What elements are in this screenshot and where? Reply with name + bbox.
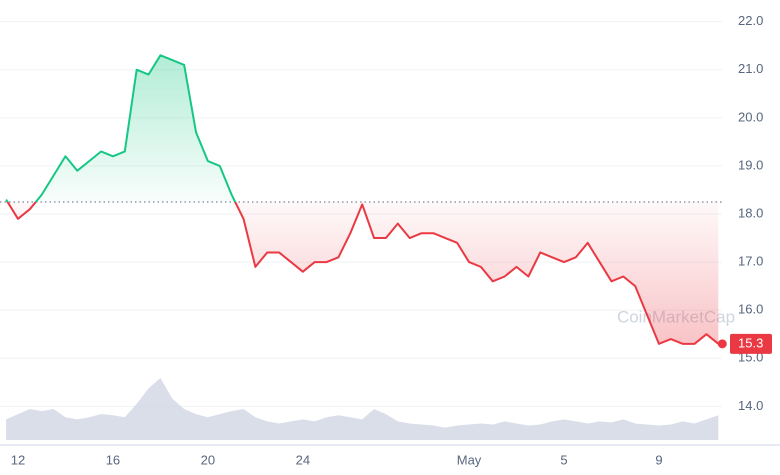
price-line xyxy=(5,54,719,345)
x-tick-label: 20 xyxy=(201,452,215,467)
y-tick-label: 18.0 xyxy=(738,205,763,220)
x-tick-label: 9 xyxy=(655,452,662,467)
x-tick-label: May xyxy=(457,452,482,467)
last-price-dot xyxy=(717,339,727,349)
x-tick-label: 12 xyxy=(11,452,25,467)
y-tick-label: 17.0 xyxy=(738,254,763,269)
y-tick-label: 20.0 xyxy=(738,109,763,124)
last-price-box xyxy=(730,333,772,354)
y-tick-label: 22.0 xyxy=(738,13,763,28)
last-price-label: 15.3 xyxy=(738,335,763,350)
x-tick-label: 24 xyxy=(296,452,310,467)
price-area xyxy=(6,55,719,344)
x-tick-label: 16 xyxy=(106,452,120,467)
y-tick-label: 21.0 xyxy=(738,61,763,76)
volume-area xyxy=(6,378,719,440)
x-tick-label: 5 xyxy=(560,452,567,467)
y-tick-label: 14.0 xyxy=(738,398,763,413)
y-tick-label: 16.0 xyxy=(738,302,763,317)
y-tick-label: 19.0 xyxy=(738,157,763,172)
